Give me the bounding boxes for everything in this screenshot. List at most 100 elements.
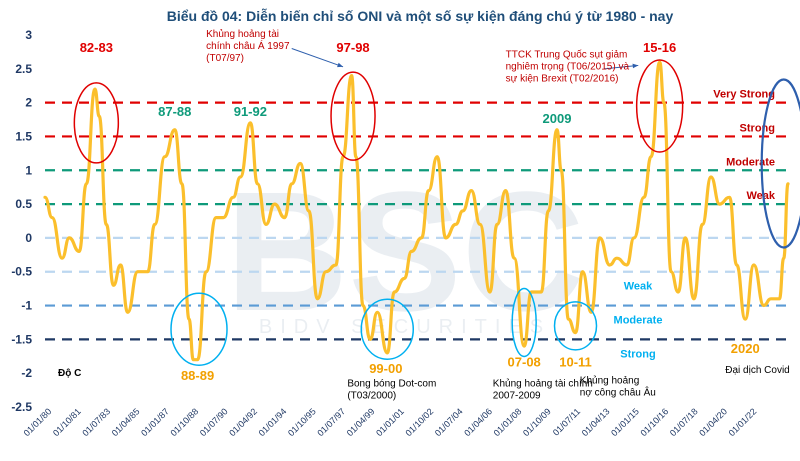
event-annotation: Đại dịch Covid xyxy=(725,365,789,376)
event-annotation: Khủng hoảng nợ công châu Âu xyxy=(580,374,656,398)
y-tick-label: -2 xyxy=(21,366,32,380)
peak-label: 2020 xyxy=(731,341,760,356)
y-axis-ticks: 3 2.5 2 1.5 1 0.5 0 -0.5 -1 -1.5 -2 -2.5 xyxy=(11,28,32,414)
oni-series-line xyxy=(43,60,790,362)
highlight-ellipse xyxy=(360,298,415,360)
peak-label: 91-92 xyxy=(234,104,267,119)
x-tick-label: 01/07/90 xyxy=(198,406,230,438)
annotation-line: Bong bóng Dot-com xyxy=(347,379,436,390)
y-tick-label: 2.5 xyxy=(15,62,32,76)
band-label: Moderate xyxy=(614,315,663,327)
y-tick-label: -1.5 xyxy=(11,332,32,346)
x-tick-label: 01/04/06 xyxy=(462,406,494,438)
highlight-ellipse xyxy=(635,59,684,153)
peak-label: 88-89 xyxy=(181,368,214,383)
annotation-line: Đại dịch Covid xyxy=(725,365,789,376)
highlight-ellipse xyxy=(553,301,598,351)
annotation-line: Khủng hoảng xyxy=(580,374,640,386)
x-tick-label: 01/01/08 xyxy=(492,406,524,438)
annotation-line: TTCK Trung Quốc sụt giảm xyxy=(506,48,628,60)
x-tick-label: 01/01/22 xyxy=(727,406,759,438)
y-tick-label: 2 xyxy=(25,96,32,110)
reference-lines: Very Strong Strong Moderate Weak Weak Moderat… xyxy=(45,89,788,360)
annotation-line: nợ công châu Âu xyxy=(580,385,656,398)
y-tick-label: 1 xyxy=(25,163,32,177)
bsc-watermark: BSC BIDV SECURITIES xyxy=(226,157,585,347)
x-tick-label: 01/04/92 xyxy=(227,406,259,438)
arrow-head xyxy=(337,62,344,68)
x-tick-label: 01/04/99 xyxy=(345,406,377,438)
highlight-ellipse xyxy=(760,78,800,249)
y-tick-label: 0 xyxy=(25,231,32,245)
x-axis-ticks: 01/01/8001/10/8101/07/8301/04/8501/01/87… xyxy=(22,406,759,438)
unit-label: Độ C xyxy=(58,368,81,379)
peak-label: 2009 xyxy=(543,111,572,126)
x-tick-label: 01/07/18 xyxy=(668,406,700,438)
event-annotation: TTCK Trung Quốc sụt giảm nghiêm trọng (T0… xyxy=(506,48,630,84)
x-tick-label: 01/10/81 xyxy=(51,406,83,438)
x-tick-label: 01/07/97 xyxy=(315,406,347,438)
highlight-ellipse xyxy=(511,287,537,358)
annotation-arrow xyxy=(603,64,639,70)
annotation-arrows xyxy=(291,48,639,70)
peak-labels: 82-83 97-98 15-16 87-88 91-92 2009 88-89 99-00 0… xyxy=(80,40,760,383)
x-tick-label: 01/10/88 xyxy=(168,406,200,438)
y-tick-label: -2.5 xyxy=(11,400,32,414)
x-tick-label: 01/01/15 xyxy=(609,406,641,438)
annotation-line: sự kiện Brexit (T02/2016) xyxy=(506,73,619,84)
band-label: Weak xyxy=(624,281,653,293)
highlight-ellipse xyxy=(330,71,376,161)
y-tick-label: -1 xyxy=(21,299,32,313)
annotation-line: (T03/2000) xyxy=(347,391,396,402)
peak-label: 82-83 xyxy=(80,40,113,55)
x-tick-label: 01/04/20 xyxy=(697,406,729,438)
highlight-ellipse xyxy=(170,292,228,366)
x-tick-label: 01/04/13 xyxy=(580,406,612,438)
y-tick-label: 0.5 xyxy=(15,197,32,211)
y-tick-label: 1.5 xyxy=(15,129,32,143)
annotation-line: (T07/97) xyxy=(206,53,244,64)
highlight-ellipse xyxy=(73,82,120,164)
event-annotation: Bong bóng Dot-com (T03/2000) xyxy=(347,379,436,402)
x-tick-label: 01/10/95 xyxy=(286,406,318,438)
chart-title: Biểu đồ 04: Diễn biến chỉ số ONI và một … xyxy=(167,8,674,24)
x-tick-label: 01/01/94 xyxy=(257,406,289,438)
x-tick-label: 01/07/04 xyxy=(433,406,465,438)
band-label: Very Strong xyxy=(713,89,775,101)
peak-label: 15-16 xyxy=(643,40,676,55)
annotation-line: Khủng hoảng tài xyxy=(206,28,279,40)
x-tick-label: 01/07/11 xyxy=(551,406,582,437)
x-tick-label: 01/10/02 xyxy=(403,406,435,438)
event-annotation: Khủng hoảng tài chính 2007-2009 xyxy=(493,378,593,402)
band-label: Strong xyxy=(620,348,655,360)
band-label: Weak xyxy=(746,190,775,202)
annotation-line: 2007-2009 xyxy=(493,391,541,402)
annotation-arrow xyxy=(291,48,344,68)
x-tick-label: 01/10/09 xyxy=(521,406,553,438)
highlight-circles xyxy=(73,59,800,366)
event-annotation: Khủng hoảng tài chính châu Á 1997 (T07/97) xyxy=(206,28,290,64)
series-layer xyxy=(43,60,790,362)
watermark-logo: BSC xyxy=(226,157,585,347)
annotation-line: chính châu Á 1997 xyxy=(206,39,290,52)
band-label: Strong xyxy=(740,122,775,134)
x-tick-label: 01/01/87 xyxy=(139,406,171,438)
annotation-line: Khủng hoảng tài chính xyxy=(493,378,593,390)
peak-label: 99-00 xyxy=(369,361,402,376)
x-tick-label: 01/10/16 xyxy=(638,406,670,438)
watermark-subtitle: BIDV SECURITIES xyxy=(259,316,551,338)
peak-label: 87-88 xyxy=(158,104,191,119)
x-tick-label: 01/07/83 xyxy=(80,406,112,438)
arrow-head xyxy=(632,63,639,69)
y-tick-label: 3 xyxy=(25,28,32,42)
event-annotations: Khủng hoảng tài chính châu Á 1997 (T07/97)… xyxy=(206,28,790,402)
peak-label: 10-11 xyxy=(559,354,592,369)
y-tick-label: -0.5 xyxy=(11,265,32,279)
band-label: Moderate xyxy=(726,156,775,168)
x-tick-label: 01/01/01 xyxy=(374,406,406,438)
peak-label: 97-98 xyxy=(336,40,369,55)
annotation-line: nghiêm trọng (T06/2015) và xyxy=(506,61,630,72)
peak-label: 07-08 xyxy=(508,354,541,369)
